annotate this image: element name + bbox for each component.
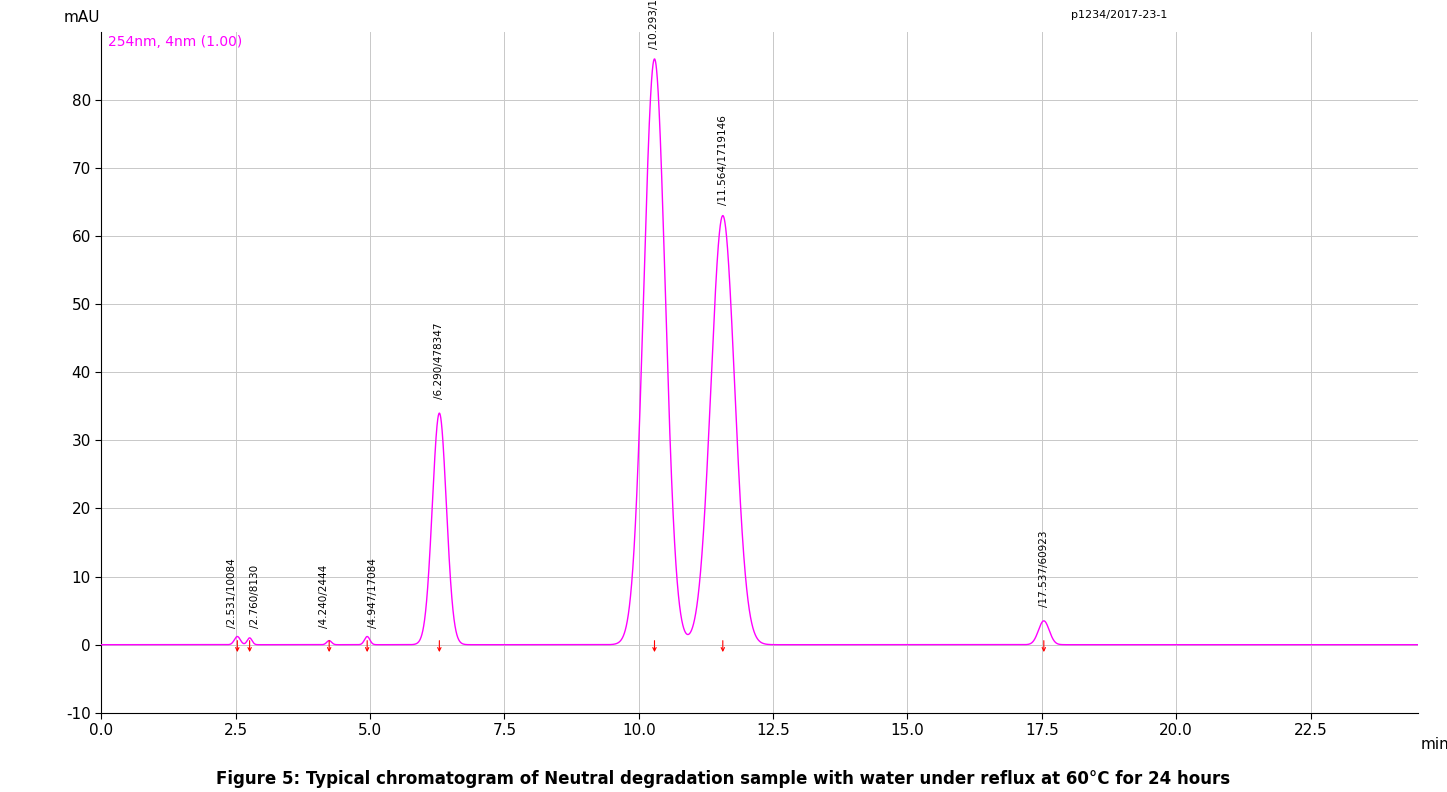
Text: mAU: mAU (64, 10, 100, 25)
Text: /2.760/8130: /2.760/8130 (250, 565, 260, 627)
Text: /4.947/17084: /4.947/17084 (368, 558, 378, 627)
Text: /11.564/1719146: /11.564/1719146 (718, 116, 728, 205)
Text: /2.531/10084: /2.531/10084 (227, 558, 237, 627)
Text: min: min (1421, 737, 1447, 752)
Text: p1234/2017-23-1: p1234/2017-23-1 (1071, 10, 1168, 21)
Text: /10.293/1960346: /10.293/1960346 (650, 0, 660, 49)
Text: /6.290/478347: /6.290/478347 (434, 323, 444, 399)
Text: Figure 5: Typical chromatogram of Neutral degradation sample with water under re: Figure 5: Typical chromatogram of Neutra… (217, 770, 1230, 788)
Text: 254nm, 4nm (1.00): 254nm, 4nm (1.00) (109, 35, 242, 49)
Text: /4.240/2444: /4.240/2444 (318, 565, 328, 627)
Text: /17.537/60923: /17.537/60923 (1039, 531, 1049, 607)
